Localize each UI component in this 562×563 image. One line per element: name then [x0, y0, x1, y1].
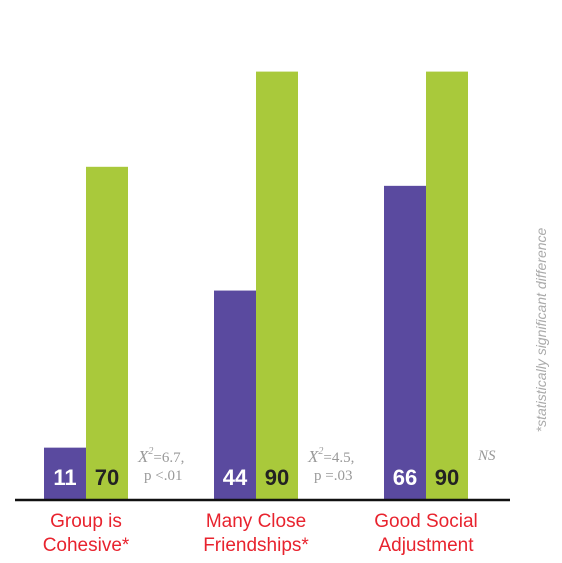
bar: [426, 71, 468, 500]
annotation: X2=6.7,: [137, 446, 184, 466]
annotation: X2=4.5,: [307, 446, 354, 466]
value-label: 44: [223, 465, 248, 490]
chi: X: [137, 447, 149, 466]
category-label: Good Social Adjustment: [374, 511, 478, 556]
bar: [256, 71, 298, 500]
value-label: 66: [393, 465, 417, 490]
stat: =6.7,: [153, 450, 184, 466]
sup: 2: [148, 446, 153, 457]
value-label: 90: [435, 465, 459, 490]
bar: [384, 185, 426, 500]
chi: X: [307, 447, 319, 466]
value-label: 90: [265, 465, 289, 490]
annotation: NS: [477, 448, 496, 464]
category-label: Group is Cohesive*: [42, 511, 130, 556]
bar: [44, 447, 86, 500]
stat: =4.5,: [323, 450, 354, 466]
category-label: Many Close Friendships*: [203, 511, 309, 556]
bar: [86, 166, 128, 501]
note: *statistically significant difference: [533, 227, 549, 432]
sup: 2: [318, 446, 323, 457]
value-label: 70: [95, 465, 119, 490]
value-label: 11: [53, 465, 76, 490]
annotation-p: p =.03: [314, 468, 352, 484]
bar: [214, 290, 256, 500]
annotation-p: p <.01: [144, 468, 182, 484]
